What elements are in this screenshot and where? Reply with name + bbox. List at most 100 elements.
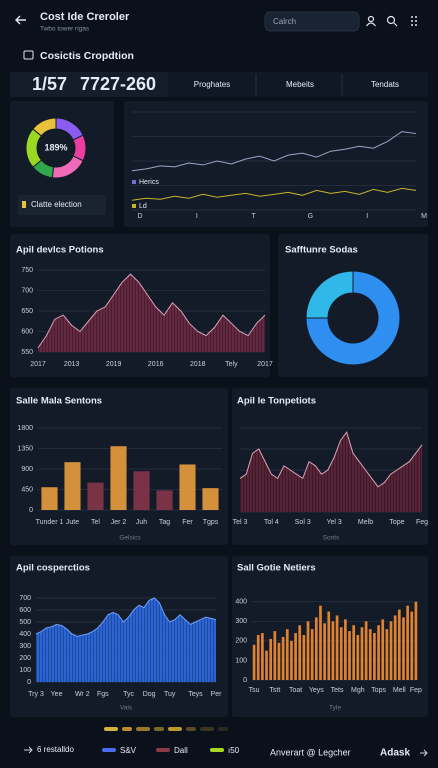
x-tick-label: Tol 4: [264, 519, 279, 526]
x-tick-label: I: [366, 213, 368, 220]
legend-swatch: [210, 748, 224, 752]
y-tick-label: 700: [21, 287, 33, 294]
page-dots: [104, 727, 228, 731]
bar: [302, 635, 306, 680]
x-tick-label: 2017: [257, 361, 273, 368]
x-tick-label: Tel 3: [233, 519, 248, 526]
bar: [265, 650, 268, 680]
donut-segment: [305, 270, 354, 319]
x-tick-label: Per: [211, 691, 223, 698]
chart-title: Apil le Tonpetiots: [237, 396, 316, 407]
x-tick-label: Fep: [410, 687, 422, 694]
tab[interactable]: Proghates: [194, 80, 230, 89]
bar: [310, 629, 314, 680]
app-subtitle: Twbo tower rigas: [40, 26, 90, 33]
bar: [360, 627, 364, 680]
x-tick-label: Tgps: [203, 519, 219, 526]
x-tick-label: Juh: [136, 519, 147, 526]
bar: [179, 464, 196, 510]
bar: [352, 625, 356, 680]
bar: [256, 635, 260, 680]
menu-icon[interactable]: [411, 16, 417, 26]
legend-swatch: [22, 201, 26, 208]
search-box[interactable]: [264, 11, 360, 32]
x-tick-label: Wr 2: [75, 691, 90, 698]
bar: [373, 633, 376, 680]
y-tick-label: 400: [19, 631, 31, 638]
kpi-secondary: 7727-260: [80, 74, 156, 94]
bar: [64, 462, 81, 510]
donut-center-label: 189%: [44, 142, 67, 152]
y-tick-label: 900: [21, 466, 33, 473]
x-tick-label: Tops: [371, 687, 386, 694]
chart-title: Apil cosperctios: [16, 563, 90, 574]
search-icon[interactable]: [386, 15, 396, 25]
bar: [285, 629, 289, 680]
bar: [269, 638, 273, 680]
x-tick-label: Dog: [143, 691, 156, 698]
bar: [327, 611, 331, 680]
x-tick-label: 2018: [190, 361, 206, 368]
y-tick-label: 500: [19, 619, 31, 626]
user-icon-body: [366, 22, 376, 27]
x-tick-label: 2019: [106, 361, 122, 368]
bar: [273, 631, 277, 680]
bar: [156, 490, 173, 510]
legend-swatch: [102, 748, 116, 752]
y-tick-label: 650: [21, 308, 33, 315]
y-tick-label: 200: [235, 638, 247, 645]
legend-label: ı50: [228, 746, 240, 755]
x-tick-label: M: [421, 213, 427, 220]
x-tick-label: Sol 3: [295, 519, 311, 526]
bar: [323, 623, 326, 680]
search-placeholder: Calrch: [273, 17, 296, 26]
y-tick-label: 600: [21, 328, 33, 335]
x-tick-label: T: [251, 213, 256, 220]
legend-swatch: [132, 204, 136, 208]
x-tick-label: Toat: [289, 687, 302, 694]
footer-left: 6 restalldo: [37, 745, 74, 754]
bar: [410, 611, 414, 680]
bar: [402, 617, 405, 680]
x-tick-label: 2013: [64, 361, 80, 368]
x-axis-label: Tyle: [329, 705, 341, 712]
x-tick-label: Jer 2: [111, 519, 127, 526]
chart-title: Salle Mala Sentons: [16, 396, 102, 407]
legend-label: Dall: [174, 746, 188, 755]
x-tick-label: Tely: [225, 361, 238, 368]
x-axis-label: Sonts: [323, 535, 340, 542]
y-tick-label: 100: [19, 667, 31, 674]
chart-title: Safftunre Sodas: [285, 245, 358, 256]
donut-segment: [305, 270, 401, 366]
legend-box: [18, 195, 106, 215]
y-tick-label: 100: [235, 657, 247, 664]
bar: [389, 621, 393, 680]
bar: [281, 636, 285, 680]
bar: [87, 482, 104, 510]
line: [131, 187, 417, 201]
app-title: Cost Ide Creroler: [40, 11, 130, 23]
bar: [368, 629, 372, 680]
x-tick-label: Mell: [393, 687, 406, 694]
legend-swatch: [156, 748, 170, 752]
tab[interactable]: Mebeits: [286, 80, 314, 89]
tab[interactable]: Tendats: [371, 80, 399, 89]
x-tick-label: Feg: [416, 519, 428, 526]
x-tick-label: Yeys: [309, 687, 324, 694]
bar: [414, 601, 418, 680]
y-tick-label: 750: [21, 267, 33, 274]
x-tick-label: Tets: [331, 687, 344, 694]
x-tick-label: D: [137, 213, 142, 220]
x-tick-label: G: [308, 213, 313, 220]
user-icon[interactable]: [367, 15, 375, 23]
footer-brand[interactable]: Adask: [380, 748, 410, 759]
x-tick-label: Fgs: [97, 691, 109, 698]
footer-arrow: [420, 749, 428, 757]
area-line: [37, 273, 266, 349]
back-button[interactable]: [15, 15, 26, 25]
x-tick-label: Tyc: [123, 691, 134, 698]
x-tick-label: Tsu: [249, 687, 260, 694]
bar: [290, 640, 293, 680]
y-tick-label: 300: [235, 618, 247, 625]
y-tick-label: 450: [21, 486, 33, 493]
